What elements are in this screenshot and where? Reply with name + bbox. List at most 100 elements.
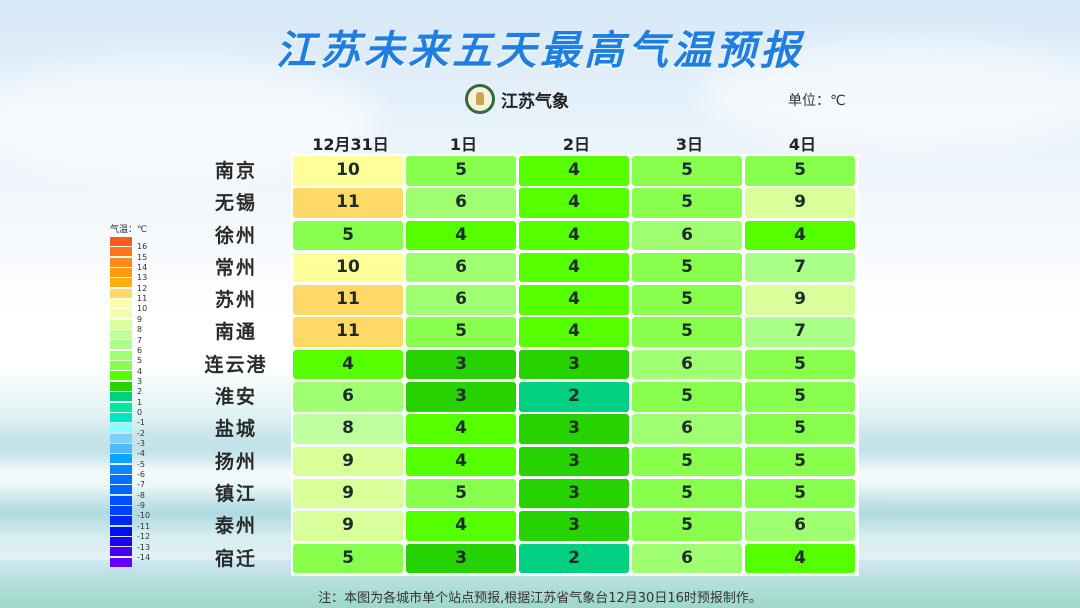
column-header: 4日 [788, 135, 817, 154]
temperature-cell: 5 [632, 188, 742, 218]
legend-label: -3 [137, 439, 145, 448]
temperature-cell: 9 [293, 511, 403, 541]
temperature-cell: 3 [406, 382, 516, 412]
temperature-cell: 4 [519, 188, 629, 218]
legend-swatch [110, 443, 132, 453]
temperature-grid: 10 5 4 5 5 11 6 4 5 9 5 4 4 6 4 10 6 4 5 7 11 6 4 5 9 11 5 4 5 7 4 3 3 6 5… [291, 154, 859, 576]
legend-label: -11 [137, 521, 151, 531]
temperature-cell: 5 [406, 478, 516, 509]
legend-swatch [110, 495, 132, 505]
legend-swatch [110, 547, 132, 557]
page-title: 江苏未来五天最高气温预报 [276, 28, 804, 74]
temperature-cell: 11 [293, 188, 403, 218]
temperature-cell: 9 [745, 188, 855, 218]
temperature-cell: 4 [745, 220, 855, 251]
legend-swatch [110, 392, 132, 402]
legend-label: 0 [137, 407, 143, 417]
temperature-cell: 4 [406, 511, 516, 541]
temperature-cell: 5 [632, 478, 742, 509]
legend-label: 8 [137, 325, 143, 335]
temperature-cell: 5 [632, 317, 742, 347]
row-labels: 南京 无锡 徐州 常州 苏州 南通 连云港 淮安 盐城 扬州 镇江 泰州 宿迁 [196, 155, 276, 575]
legend-swatch [110, 247, 132, 257]
temperature-cell: 3 [406, 543, 516, 574]
table-row: 10 5 4 5 5 [293, 156, 859, 188]
column-header: 2日 [562, 135, 591, 154]
legend-label: -10 [137, 511, 151, 521]
legend-swatch [110, 340, 132, 350]
city-label: 扬州 [214, 450, 257, 473]
temperature-cell: 5 [745, 349, 855, 380]
legend-boxes: 16 15 14 13 12 11 10 9 8 7 6 5 4 3 2 1 0 -1 -2 -3 -4 -5 -6 -7 -8… [110, 237, 151, 567]
table-row: 11 6 4 5 9 [293, 188, 859, 220]
legend-label: 1 [137, 397, 143, 407]
temperature-cell: 10 [293, 252, 403, 283]
legend-swatch [110, 288, 132, 298]
temperature-cell: 5 [632, 252, 742, 283]
city-label: 镇江 [214, 482, 257, 505]
table-row: 11 5 4 5 7 [293, 317, 859, 349]
temperature-cell: 4 [406, 220, 516, 251]
background-cloud [700, 40, 1080, 150]
legend-swatch [110, 505, 132, 515]
jiangsu-meteorology-badge-icon [465, 84, 495, 114]
logo-text: 江苏气象 [501, 91, 569, 112]
temperature-cell: 4 [519, 285, 629, 315]
temperature-cell: 2 [519, 543, 629, 574]
legend-swatch [110, 485, 132, 495]
legend-swatch [110, 423, 132, 433]
legend-swatch [110, 309, 132, 319]
temperature-cell: 4 [406, 414, 516, 444]
legend-label: -2 [137, 428, 145, 438]
legend-swatch [110, 536, 132, 546]
legend-label: -7 [137, 480, 145, 490]
temperature-cell: 5 [632, 511, 742, 541]
temperature-cell: 5 [745, 478, 855, 509]
legend-swatch [110, 361, 132, 371]
temperature-cell: 6 [406, 252, 516, 283]
legend-label: -12 [137, 532, 151, 542]
city-label: 南京 [214, 160, 257, 182]
column-header: 12月31日 [312, 135, 389, 154]
temperature-cell: 6 [745, 511, 855, 541]
legend-label: 2 [137, 387, 143, 397]
legend-swatch [110, 330, 132, 340]
temperature-cell: 5 [745, 446, 855, 477]
city-label: 徐州 [214, 224, 257, 247]
temperature-cell: 4 [519, 156, 629, 186]
city-label: 苏州 [214, 289, 257, 312]
temperature-cell: 5 [632, 285, 742, 315]
temperature-cell: 6 [293, 382, 403, 412]
table-row: 10 6 4 5 7 [293, 252, 859, 285]
temperature-cell: 9 [745, 285, 855, 315]
city-label: 泰州 [214, 515, 257, 538]
temperature-cell: 11 [293, 285, 403, 315]
temperature-cell: 5 [745, 414, 855, 444]
temperature-cell: 5 [293, 543, 403, 574]
temperature-cell: 9 [293, 446, 403, 477]
legend-label: 12 [137, 283, 148, 293]
color-legend: 气温：℃ 16 15 14 13 12 11 10 9 8 7 6 5 4 3 2 1 0 -1 -2 -3 -4 -5-… [110, 222, 151, 568]
legend-label: -8 [137, 490, 145, 500]
temperature-cell: 6 [632, 414, 742, 444]
temperature-cell: 5 [406, 317, 516, 347]
legend-label: 9 [137, 314, 143, 324]
temperature-cell: 4 [519, 317, 629, 347]
legend-swatch [110, 454, 132, 464]
legend-label: -4 [137, 449, 145, 459]
legend-label: -13 [137, 542, 151, 552]
temperature-cell: 3 [519, 478, 629, 509]
legend-label: -6 [137, 470, 145, 480]
temperature-cell: 6 [632, 220, 742, 251]
legend-swatch [110, 299, 132, 309]
legend-label: 14 [137, 263, 148, 273]
city-label: 连云港 [204, 353, 268, 376]
legend-swatch [110, 433, 132, 443]
legend-swatch [110, 278, 132, 288]
legend-swatch [110, 557, 132, 567]
